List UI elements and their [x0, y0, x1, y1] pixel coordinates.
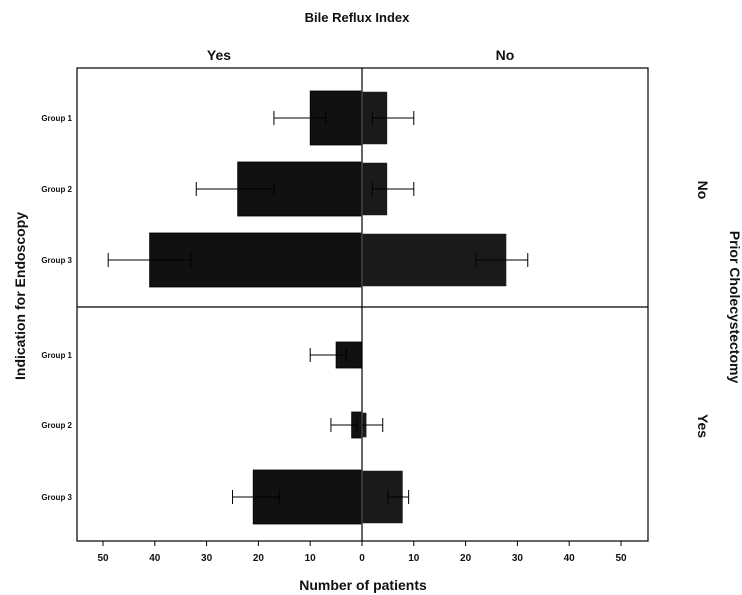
x-tick-label-left-40: 40 [149, 553, 161, 564]
x-tick-label-right-20: 20 [460, 553, 472, 564]
category-label-p2-group1: Group 1 [41, 351, 72, 360]
column-label-yes: Yes [207, 47, 231, 63]
x-tick-label-left-50: 50 [97, 553, 109, 564]
row-label-no: No [695, 181, 711, 200]
x-tick-label-right-50: 50 [615, 553, 627, 564]
category-label-p2-group3: Group 3 [41, 493, 72, 502]
category-label-p1-group2: Group 2 [41, 185, 72, 194]
y-axis-categories: Group 1 Group 2 Group 3 Group 1 Group 2 Group… [41, 114, 72, 502]
x-tick-label-left-10: 10 [305, 553, 317, 564]
category-label-p1-group3: Group 3 [41, 256, 72, 265]
x-tick-label-left-0: 0 [359, 553, 365, 564]
x-axis-label: Number of patients [299, 577, 427, 593]
column-label-no: No [496, 47, 515, 63]
x-tick-label-left-30: 30 [201, 553, 213, 564]
category-label-p2-group2: Group 2 [41, 421, 72, 430]
chart-title: Bile Reflux Index [305, 10, 411, 25]
x-tick-label-right-30: 30 [512, 553, 524, 564]
x-tick-label-left-20: 20 [253, 553, 265, 564]
row-facet-label: Prior Cholecystectomy [727, 231, 742, 384]
y-axis-label: Indication for Endoscopy [12, 212, 28, 380]
x-tick-label-right-40: 40 [564, 553, 576, 564]
x-tick-label-right-10: 10 [408, 553, 420, 564]
category-label-p1-group1: Group 1 [41, 114, 72, 123]
x-axis: 50 40 30 20 10 0 10 20 30 40 50 [97, 68, 627, 564]
row-label-yes: Yes [695, 414, 711, 438]
error-bars-layer [107, 111, 529, 504]
